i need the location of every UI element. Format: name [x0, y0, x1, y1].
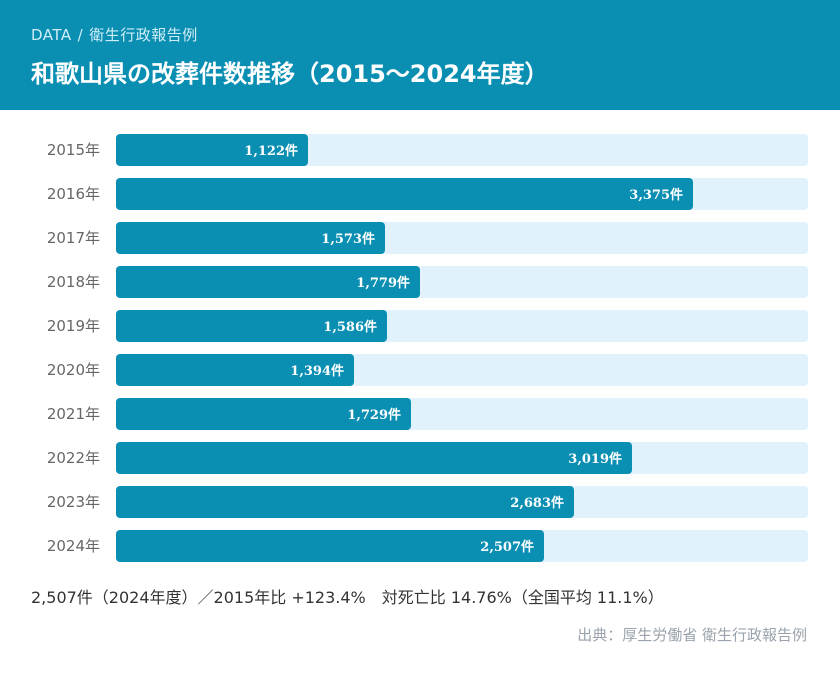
category-label: 2023年 [47, 493, 100, 511]
page-title: 和歌山県の改葬件数推移（2015〜2024年度） [31, 60, 549, 88]
category-label: 2017年 [47, 229, 100, 247]
bar [116, 442, 632, 474]
breadcrumb: DATA / 衛生行政報告例 [31, 24, 198, 45]
header-banner: DATA / 衛生行政報告例 和歌山県の改葬件数推移（2015〜2024年度） [0, 0, 840, 110]
value-label: 1,779件 [356, 275, 410, 291]
category-label: 2021年 [47, 405, 100, 423]
value-label: 2,683件 [510, 495, 564, 511]
bar [116, 266, 420, 298]
bar [116, 178, 693, 210]
category-label: 2016年 [47, 185, 100, 203]
value-label: 3,019件 [568, 451, 622, 467]
summary-text: 2,507件（2024年度）／2015年比 +123.4% 対死亡比 14.76… [31, 588, 664, 607]
breadcrumb-data: DATA [31, 26, 72, 44]
bar-chart: 2015年 1,122件 2016年 3,375件 2017年 1,573件 2018年 1,… [47, 134, 808, 562]
value-label: 1,394件 [290, 363, 344, 379]
value-label: 3,375件 [629, 187, 683, 203]
category-label: 2022年 [47, 449, 100, 467]
bar [116, 222, 385, 254]
bar [116, 486, 574, 518]
value-label: 1,586件 [323, 319, 377, 335]
source-note: 出典：厚生労働省 衛生行政報告例 [577, 626, 807, 644]
category-label: 2020年 [47, 361, 100, 379]
category-label: 2024年 [47, 537, 100, 555]
bar [116, 310, 387, 342]
value-label: 1,122件 [244, 143, 298, 159]
value-label: 1,729件 [347, 407, 401, 423]
bar [116, 530, 544, 562]
category-label: 2018年 [47, 273, 100, 291]
bar [116, 134, 308, 166]
value-label: 1,573件 [321, 231, 375, 247]
breadcrumb-category: 衛生行政報告例 [89, 26, 198, 44]
category-label: 2015年 [47, 141, 100, 159]
bar [116, 354, 354, 386]
value-label: 2,507件 [480, 539, 534, 555]
category-label: 2019年 [47, 317, 100, 335]
bar [116, 398, 411, 430]
breadcrumb-separator: / [77, 26, 84, 44]
